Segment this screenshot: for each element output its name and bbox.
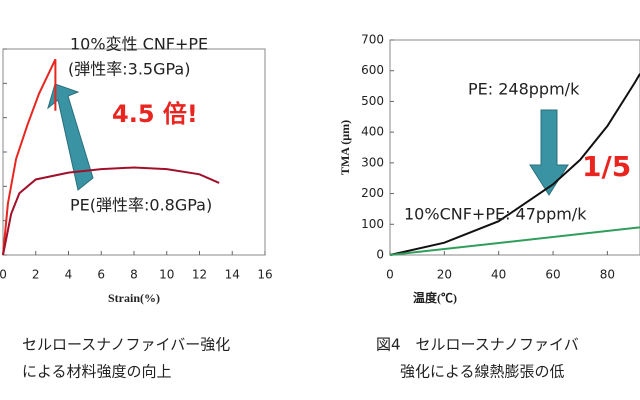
- x-tick-label: 0: [0, 268, 7, 282]
- y-tick-label: 0: [376, 248, 384, 262]
- y-tick-label: 500: [361, 94, 384, 108]
- x-tick-label: 20: [437, 268, 452, 282]
- line-series: [2, 58, 57, 256]
- chart: 0 2 4 6 8 10 12 14 16 Strain(%) 10%変性 CNF+PE (弾性率:3…: [0, 35, 273, 381]
- line-series: [2, 166, 220, 256]
- x-tick-label: 14: [225, 268, 240, 282]
- x-tick-label: 40: [491, 268, 506, 282]
- x-tick-label: 12: [192, 268, 207, 282]
- x-tick-label: 10: [159, 268, 174, 282]
- x-tick-label: 0: [386, 268, 394, 282]
- annotation: 10%CNF+PE: 47ppm/k: [404, 205, 587, 224]
- annotation: PE: 248ppm/k: [468, 80, 580, 99]
- y-axis-label: TMA (μm): [338, 120, 352, 175]
- y-tick-label: 300: [361, 155, 384, 169]
- x-tick-label: 8: [130, 268, 138, 282]
- annotation: 1/5: [582, 150, 631, 183]
- x-tick-label: 80: [600, 268, 615, 282]
- x-tick-label: 2: [32, 268, 40, 282]
- line-series: [389, 73, 640, 256]
- y-tick-label: 700: [361, 33, 384, 47]
- caption: 強化による線熱膨張の低: [400, 363, 565, 381]
- plot-frame: [389, 39, 640, 256]
- caption: による材料強度の向上: [22, 363, 172, 381]
- chart: 0 100 200 300 400 500 600 700 0 20 40 60 80 温度(℃) TMA …: [338, 33, 640, 381]
- annotation: PE(弾性率:0.8GPa): [70, 196, 212, 215]
- x-tick-label: 4: [65, 268, 73, 282]
- arrow: [529, 109, 569, 196]
- x-tick-label: 60: [545, 268, 560, 282]
- y-tick-label: 100: [361, 217, 384, 231]
- line-series: [389, 226, 640, 256]
- annotation: 4.5 倍!: [112, 100, 198, 128]
- y-tick-label: 400: [361, 125, 384, 139]
- plot-frame: [2, 48, 266, 256]
- y-tick-label: 200: [361, 186, 384, 200]
- annotation: 10%変性 CNF+PE: [70, 35, 208, 54]
- x-tick-label: 16: [257, 268, 272, 282]
- caption: 図4 セルロースナノファイバ: [376, 336, 579, 354]
- caption: セルロースナノファイバー強化: [22, 336, 230, 354]
- arrow: [47, 83, 94, 191]
- y-tick-label: 600: [361, 63, 384, 77]
- x-axis-label: 温度(℃): [413, 290, 457, 305]
- x-tick-label: 6: [97, 268, 105, 282]
- annotation: (弾性率:3.5GPa): [68, 60, 190, 79]
- x-axis-label: Strain(%): [108, 291, 160, 305]
